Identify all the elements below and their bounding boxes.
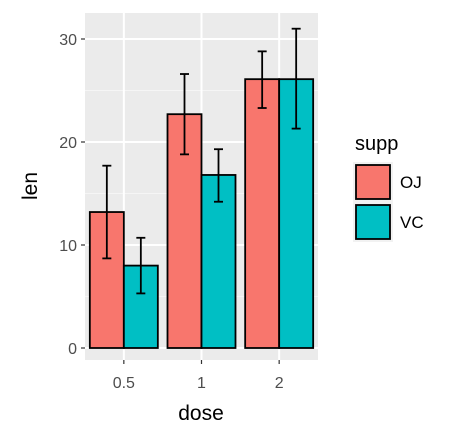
bar-vc <box>200 174 237 349</box>
y-axis-title: len <box>19 172 42 200</box>
legend-label: VC <box>400 213 424 232</box>
x-tick-label: 1 <box>197 375 206 392</box>
legend: supp OJ VC <box>353 133 424 242</box>
bar-oj <box>244 78 281 349</box>
x-tick-label: 0.5 <box>113 375 135 392</box>
y-tick-label: 0 <box>68 341 77 358</box>
x-tick-label: 2 <box>275 375 284 392</box>
x-axis-title: dose <box>178 402 224 425</box>
bar-vc <box>278 78 315 349</box>
x-axis: 0.5 1 2 <box>113 360 284 392</box>
y-tick-label: 20 <box>59 135 77 152</box>
legend-key-vc <box>355 204 391 240</box>
error-bars <box>102 27 301 295</box>
legend-label: OJ <box>400 173 422 192</box>
legend-key-oj <box>355 164 391 200</box>
legend-title: supp <box>355 133 398 155</box>
y-tick-label: 30 <box>59 32 77 49</box>
y-tick-label: 10 <box>59 238 77 255</box>
y-axis: 0 10 20 30 <box>59 32 85 358</box>
